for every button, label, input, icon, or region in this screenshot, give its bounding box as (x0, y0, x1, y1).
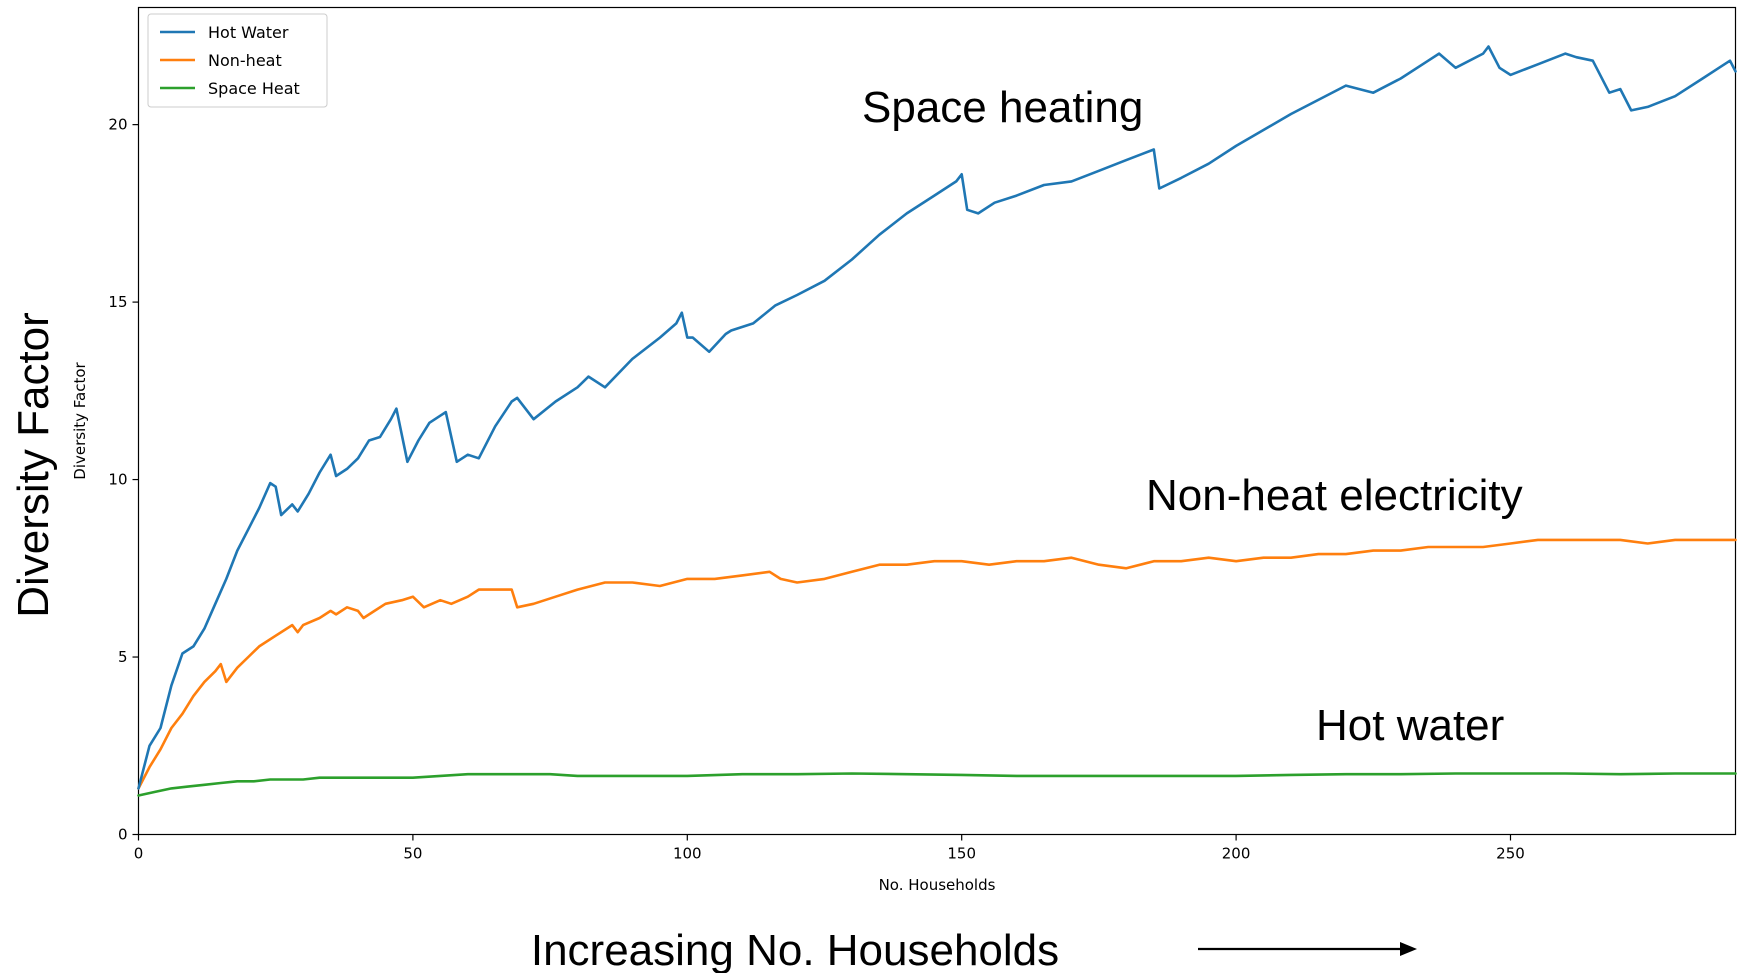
arrow-head (1400, 942, 1417, 956)
legend-items: Hot Water Non-heat Space Heat (160, 23, 300, 98)
x-tick-label: 200 (1222, 845, 1251, 863)
y-tick-label: 0 (118, 826, 128, 844)
plot-area (137, 6, 1737, 836)
x-axis-label: No. Households (879, 876, 996, 894)
big-y-axis-label: Diversity Factor (9, 312, 58, 618)
series-line-hot-water (137, 45, 1737, 790)
legend-label-space-heat: Space Heat (208, 79, 300, 98)
y-tick-label: 20 (108, 116, 127, 134)
x-tick-label: 150 (947, 845, 976, 863)
annotation-space-heating: Space heating (862, 83, 1143, 132)
series-lines (137, 45, 1737, 797)
x-tick-label: 50 (403, 845, 422, 863)
series-line-non-heat (137, 538, 1737, 790)
y-tick-label: 10 (108, 471, 127, 489)
legend-label-non-heat: Non-heat (208, 51, 282, 70)
y-tick-label: 5 (118, 648, 128, 666)
legend: Hot Water Non-heat Space Heat (147, 13, 328, 108)
plot-frame (137, 6, 1737, 836)
annotation-hot-water: Hot water (1316, 701, 1504, 750)
legend-box (147, 13, 328, 108)
x-tick-label: 0 (134, 845, 144, 863)
y-tick-label: 15 (108, 293, 127, 311)
y-axis: 0 5 10 15 20 (108, 116, 139, 844)
series-line-space-heat (137, 772, 1737, 797)
x-axis: 0 50 100 150 200 250 (134, 834, 1525, 863)
legend-label-hot-water: Hot Water (208, 23, 289, 42)
big-x-axis-label: Increasing No. Households (531, 926, 1059, 973)
y-axis-label: Diversity Factor (71, 361, 89, 479)
x-tick-label: 250 (1496, 845, 1525, 863)
x-tick-label: 100 (673, 845, 702, 863)
direction-arrow (1198, 942, 1417, 956)
annotation-non-heat: Non-heat electricity (1146, 471, 1523, 520)
